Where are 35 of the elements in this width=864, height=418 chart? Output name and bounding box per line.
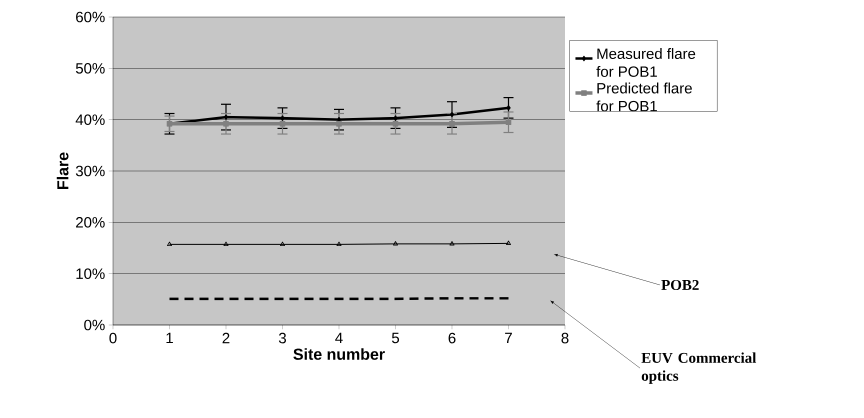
x-tick-label: 8 — [561, 332, 568, 344]
x-tick-label: 2 — [222, 332, 230, 344]
legend-label: Measured flare for POB1 — [596, 48, 696, 77]
point — [392, 120, 398, 127]
x-tick-label: 0 — [109, 332, 117, 344]
x-tick-label: 5 — [392, 332, 400, 344]
point — [449, 120, 455, 127]
y-tick-label: 60% — [76, 12, 105, 22]
x-tick-label: 4 — [335, 332, 343, 344]
y-axis-title: Flare — [56, 152, 68, 189]
point — [336, 242, 342, 246]
y-tick-label: 40% — [76, 114, 105, 125]
text: POB2 — [661, 280, 699, 290]
point — [224, 242, 228, 246]
point — [450, 112, 454, 118]
point — [336, 120, 342, 127]
x-tick-label: 6 — [448, 332, 456, 344]
y-tick-label: 20% — [76, 217, 105, 228]
x-tick-label: 3 — [278, 332, 286, 344]
point — [450, 241, 454, 246]
y-tick-label: 10% — [76, 268, 105, 279]
point — [280, 120, 286, 127]
x-axis-title: Site number — [293, 348, 385, 360]
y-tick-label: 30% — [76, 166, 105, 176]
point — [223, 120, 229, 127]
point — [506, 105, 511, 111]
point — [393, 241, 398, 246]
legend-label: Predicted flare for POB1 — [596, 82, 692, 112]
x-tick-label: 7 — [505, 332, 512, 344]
text: EUV Commercial optics — [641, 352, 756, 384]
point — [506, 119, 512, 126]
y-tick-label: 50% — [76, 63, 105, 74]
y-tick-label: 0% — [84, 320, 105, 330]
x-tick-label: 1 — [166, 332, 173, 344]
point — [280, 242, 285, 246]
